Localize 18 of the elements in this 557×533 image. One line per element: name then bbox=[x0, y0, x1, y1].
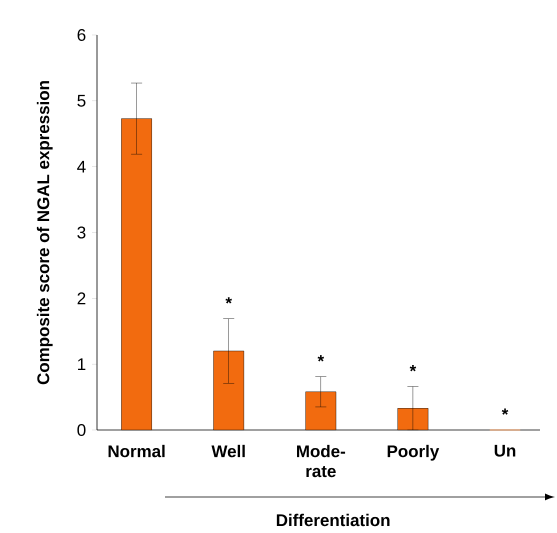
y-tick-label: 3 bbox=[77, 226, 86, 238]
x-tick-label: Un bbox=[494, 444, 516, 457]
annotation: * bbox=[318, 355, 324, 362]
y-tick-label: 0 bbox=[77, 424, 86, 436]
annotation: * bbox=[410, 365, 416, 372]
y-tick-label: 2 bbox=[78, 292, 86, 304]
y-tick-label: 1 bbox=[78, 358, 86, 370]
y-axis-title: Composite score of NGAL expression bbox=[36, 81, 53, 384]
x-tick-label: Normal bbox=[108, 444, 165, 458]
y-tick-label: 6 bbox=[78, 28, 86, 41]
x-tick-label: Poorly bbox=[388, 444, 440, 461]
x-tick-label: Well bbox=[211, 444, 245, 458]
y-tick-label: 5 bbox=[77, 94, 86, 107]
x-axis-title: Differentiation bbox=[276, 514, 390, 526]
annotation: * bbox=[225, 297, 232, 304]
x-tick-label: Mode- rate bbox=[297, 444, 346, 478]
y-tick-label: 4 bbox=[77, 160, 86, 172]
annotation: * bbox=[502, 408, 508, 415]
